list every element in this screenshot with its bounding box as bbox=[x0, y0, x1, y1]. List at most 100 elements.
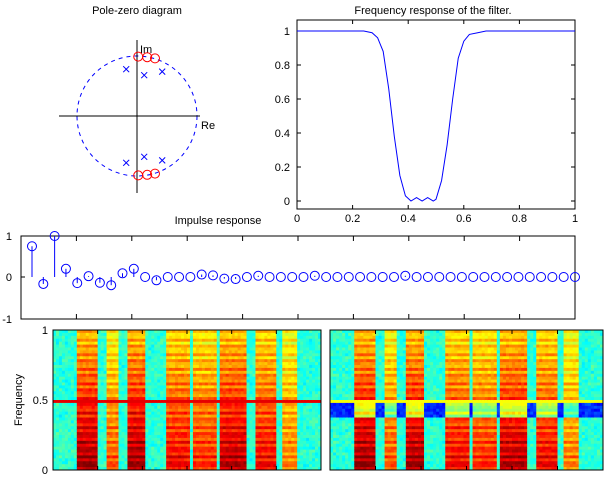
spectrogram-cell bbox=[187, 426, 191, 430]
spectrogram-cell bbox=[61, 429, 66, 433]
spectrogram-cell bbox=[300, 437, 304, 442]
spectrogram-cell bbox=[237, 370, 242, 375]
spectrogram-cell bbox=[181, 335, 185, 340]
spectrogram-cell bbox=[53, 432, 57, 436]
spectrogram-cell bbox=[195, 437, 200, 442]
spectrogram-cell bbox=[163, 408, 167, 413]
spectrogram-cell bbox=[70, 347, 75, 351]
spectrogram-cell bbox=[112, 397, 117, 401]
spectrogram-cell bbox=[255, 379, 259, 383]
spectrogram-cell bbox=[225, 394, 230, 398]
spectrogram-cell bbox=[252, 423, 256, 427]
spectrogram-cell bbox=[166, 464, 170, 468]
spectrogram-cell bbox=[234, 402, 239, 407]
spectrogram-cell bbox=[348, 376, 352, 381]
spectrogram-cell bbox=[276, 429, 280, 433]
spectrogram-cell bbox=[115, 429, 120, 433]
spectrogram-cell bbox=[103, 332, 108, 337]
spectrogram-cell bbox=[58, 400, 63, 404]
spectrogram-cell bbox=[282, 344, 286, 348]
spectrogram-cell bbox=[148, 437, 152, 442]
spectrogram-cell bbox=[172, 350, 176, 354]
spectrogram-cell bbox=[348, 408, 352, 413]
spectrogram-cell bbox=[252, 400, 256, 404]
spectrogram-cell bbox=[187, 341, 191, 346]
spectrogram-cell bbox=[219, 426, 224, 430]
spectrogram-cell bbox=[246, 370, 251, 375]
spectrogram-cell bbox=[53, 391, 57, 395]
spectrogram-cell bbox=[192, 402, 197, 407]
spectrogram-cell bbox=[228, 411, 233, 416]
spectrogram-cell bbox=[115, 353, 120, 357]
spectrogram-cell bbox=[178, 443, 182, 448]
spectrogram-cell bbox=[276, 408, 280, 413]
spectrogram-cell bbox=[94, 332, 99, 337]
spectrogram-cell bbox=[282, 388, 286, 392]
spectrogram-cell bbox=[181, 405, 185, 410]
spectrogram-cell bbox=[70, 449, 75, 453]
spectrogram-cell bbox=[216, 379, 221, 383]
spectrogram-cell bbox=[184, 382, 188, 386]
spectrogram-cell bbox=[333, 353, 337, 357]
stem-marker bbox=[321, 272, 332, 282]
spectrogram-cell bbox=[204, 426, 209, 430]
spectrogram-cell bbox=[169, 347, 173, 351]
spectrogram-cell bbox=[279, 420, 283, 424]
spectrogram-cell bbox=[142, 437, 146, 442]
spectrogram-cell bbox=[64, 449, 69, 453]
spectrogram-cell bbox=[345, 365, 349, 369]
spectrogram-cell bbox=[118, 397, 122, 401]
spectrogram-cell bbox=[124, 335, 128, 340]
spectrogram-cell bbox=[61, 443, 66, 448]
spectrogram-cell bbox=[333, 417, 337, 421]
spectrogram-cell bbox=[318, 449, 322, 453]
spectrogram-cell bbox=[354, 373, 358, 378]
spectrogram-cell bbox=[109, 356, 114, 360]
spectrogram-cell bbox=[342, 397, 346, 401]
spectrogram-cell bbox=[333, 458, 337, 462]
spectrogram-cell bbox=[181, 402, 185, 407]
spectrogram-cell bbox=[243, 394, 248, 398]
spectrogram-cell bbox=[282, 338, 286, 343]
spectrogram-cell bbox=[240, 376, 245, 381]
zero-marker bbox=[150, 53, 160, 64]
spectrogram-cell bbox=[142, 426, 146, 430]
spectrogram-cell bbox=[73, 458, 78, 462]
spectrogram-cell bbox=[195, 440, 200, 445]
spectrogram-cell bbox=[309, 365, 313, 369]
spectrogram-cell bbox=[154, 338, 158, 343]
stem-marker bbox=[27, 241, 37, 252]
spectrogram-cell bbox=[309, 394, 313, 398]
spectrogram-cell bbox=[187, 391, 191, 395]
spectrogram-cell bbox=[357, 341, 361, 346]
spectrogram-cell bbox=[169, 376, 173, 381]
spectrogram-cell bbox=[151, 446, 155, 451]
spectrogram-cell bbox=[175, 344, 179, 348]
spectrogram-cell bbox=[64, 344, 69, 348]
spectrogram-cell bbox=[288, 344, 292, 348]
spectrogram-cell bbox=[142, 402, 146, 407]
spectrogram-cell bbox=[237, 420, 242, 424]
spectrogram-cell bbox=[297, 350, 301, 354]
spectrogram-cell bbox=[103, 405, 108, 410]
spectrogram-cell bbox=[157, 365, 161, 369]
spectrogram-cell bbox=[222, 443, 227, 448]
spectrogram-cell bbox=[73, 402, 78, 407]
spectrogram-cell bbox=[231, 437, 236, 442]
spectrogram-cell bbox=[70, 344, 75, 348]
spectrogram-cell bbox=[261, 385, 265, 389]
spectrogram-cell bbox=[85, 467, 90, 471]
spectrogram-cell bbox=[106, 408, 111, 413]
spectrogram-cell bbox=[124, 420, 128, 424]
spectrogram-cell bbox=[354, 344, 358, 348]
spectrogram-cell bbox=[121, 443, 125, 448]
spectrogram-cell bbox=[303, 356, 307, 360]
spectrogram-cell bbox=[234, 332, 239, 337]
spectrogram-cell bbox=[124, 414, 128, 418]
spectrogram-cell bbox=[270, 335, 274, 340]
spectrogram-cell bbox=[198, 379, 203, 383]
spectrogram-cell bbox=[225, 382, 230, 386]
spectrogram-cell bbox=[157, 455, 161, 459]
spectrogram-cell bbox=[276, 461, 280, 465]
spectrogram-cell bbox=[237, 437, 242, 442]
